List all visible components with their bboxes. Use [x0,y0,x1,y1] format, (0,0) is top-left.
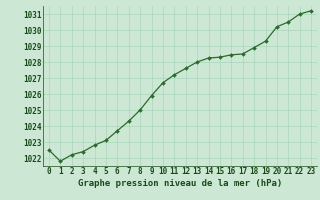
X-axis label: Graphe pression niveau de la mer (hPa): Graphe pression niveau de la mer (hPa) [78,179,282,188]
